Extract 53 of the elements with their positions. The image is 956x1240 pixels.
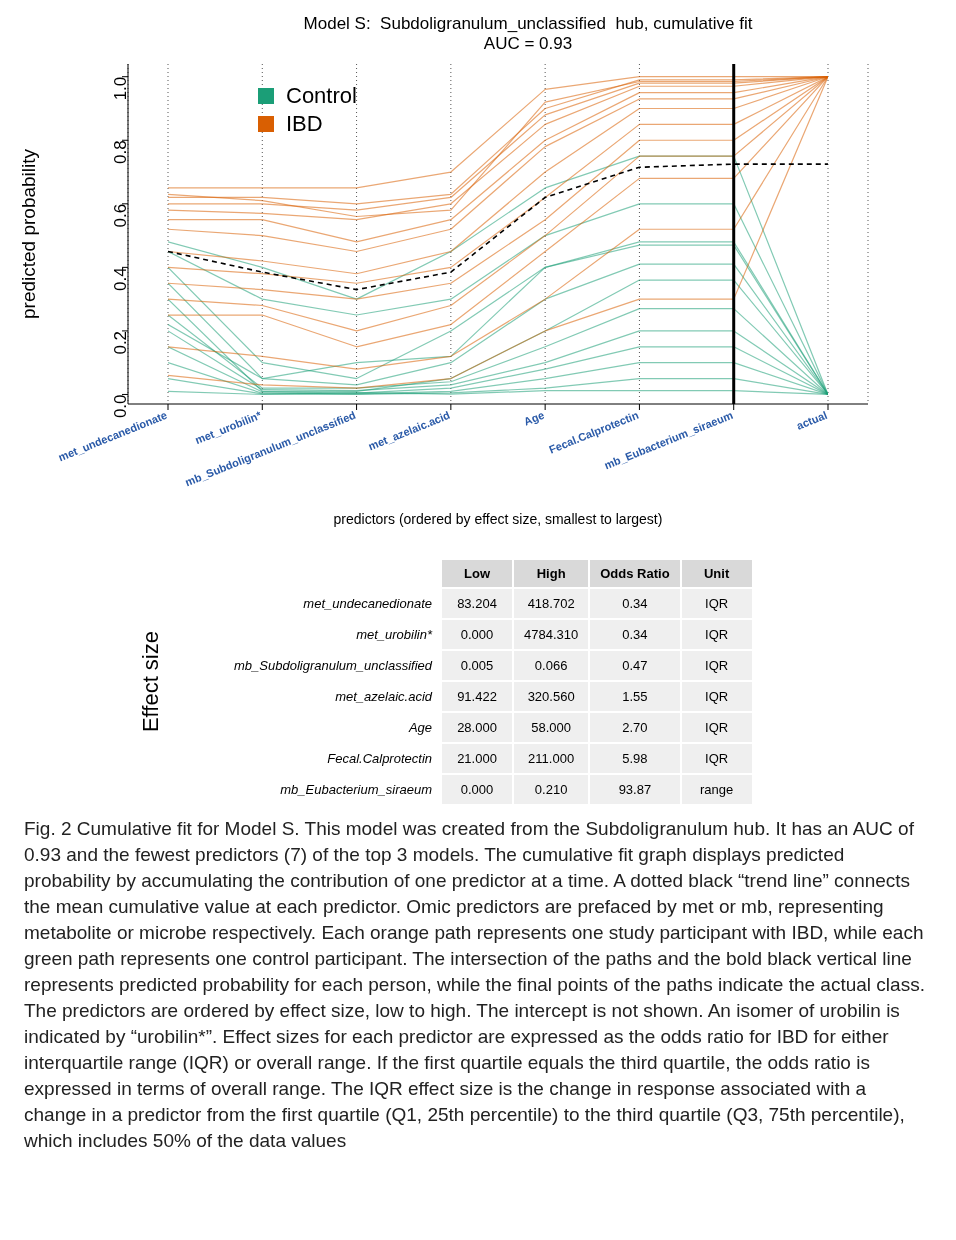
text: mb_Eubacterium_siraeum — [279, 781, 433, 799]
text: met_undecanedionate — [302, 595, 433, 613]
text: 320.560 — [514, 682, 589, 711]
text: 0.34 — [590, 589, 680, 618]
y-tick-label: 0.8 — [111, 140, 131, 164]
chart-subtitle: AUC = 0.93 — [482, 34, 574, 54]
x-axis-title: predictors (ordered by effect size, smallest to largest) — [333, 511, 663, 527]
text: 91.422 — [442, 682, 513, 711]
text: 1.55 — [590, 682, 680, 711]
text: 0.000 — [442, 775, 513, 804]
text: met_azelaic.acid — [334, 688, 434, 706]
y-tick-label: 0.2 — [111, 330, 131, 355]
text: met_urobilin* — [355, 626, 434, 644]
text: 83.204 — [442, 589, 513, 618]
text: Age — [407, 719, 433, 737]
y-tick-label: 1.0 — [111, 76, 131, 101]
text: mb_Subdoligranulum_unclassified — [233, 657, 434, 675]
y-tick-label: 0.4 — [111, 267, 131, 292]
text: Low — [442, 560, 513, 587]
text: range — [681, 775, 752, 804]
text: 2.70 — [590, 713, 680, 742]
y-tick-label: 0.6 — [111, 203, 131, 228]
text: 0.066 — [514, 651, 589, 680]
text: 0.210 — [514, 775, 589, 804]
text: 21.000 — [442, 744, 513, 773]
text: IQR — [681, 682, 752, 711]
text: 0.005 — [442, 651, 513, 680]
text: 58.000 — [514, 713, 589, 742]
text: Unit — [681, 560, 752, 587]
text: 0.47 — [590, 651, 680, 680]
text: 0.34 — [590, 620, 680, 649]
text: Odds Ratio — [590, 560, 680, 587]
text: 418.702 — [514, 589, 589, 618]
y-axis-title: predicted probability — [17, 148, 39, 320]
chart-title: Model S: Subdoligranulum_unclassified hub, cumulative fit — [302, 14, 754, 34]
text: IQR — [681, 744, 752, 773]
text: High — [514, 560, 589, 587]
text: 93.87 — [590, 775, 680, 804]
text: IQR — [681, 620, 752, 649]
legend-label: Control — [285, 82, 357, 110]
text: 5.98 — [590, 744, 680, 773]
text: 0.000 — [442, 620, 513, 649]
text: 28.000 — [442, 713, 513, 742]
text: Effect size — [138, 631, 164, 733]
text: 211.000 — [514, 744, 589, 773]
text: IQR — [681, 651, 752, 680]
legend-label: IBD — [285, 110, 324, 138]
text: 4784.310 — [514, 620, 589, 649]
text: Fig. 2 Cumulative fit for Model S. This model was created from the Subdoligranulum hub. It has an AUC of 0.93 and the fewest predictors (7) of the top 3 models. The cumulative fit graph displays predicted probability by accumulating the contribution of one predictor at a time. A dotted black “trend line” connects the mean cumulative value at each predictor. Omic predictors are prefaced by met or mb, representing metabolite or microbe respectively. Each orange path represents one study participant with IBD, while each green path represents one control participant. The intersection of the paths and the bold black vertical line represents predicted probability for each person, while the final points of the paths indicate the actual class. The predictors are ordered by effect size, low to high. The intercept is not shown. An isomer of urobilin is indicated by “urobilin*”. Effect sizes for each predictor are expressed as the odds ratio for IBD for either interquartile range (IQR) or overall range. If the first quartile equals the third quartile, the odds ratio is expressed in terms of overall range. The IQR effect size is the change in response associated with a change in a predictor from the first quartile (Q1, 25th percentile) to the third quartile (Q3, 75th percentile), which includes 50% of the data values — [24, 818, 925, 1151]
x-tick-label: Age — [522, 408, 546, 428]
text: IQR — [681, 589, 752, 618]
text: Fecal.Calprotectin — [326, 750, 433, 768]
text: IQR — [681, 713, 752, 742]
